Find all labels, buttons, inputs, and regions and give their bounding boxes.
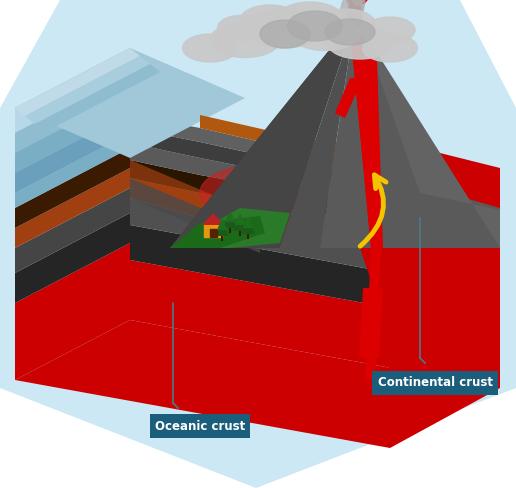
Ellipse shape	[200, 165, 310, 221]
Polygon shape	[25, 56, 150, 124]
Polygon shape	[335, 78, 363, 118]
Polygon shape	[35, 64, 160, 132]
Polygon shape	[15, 48, 140, 116]
Ellipse shape	[325, 19, 375, 45]
Polygon shape	[217, 218, 227, 230]
Ellipse shape	[363, 34, 417, 62]
Ellipse shape	[341, 0, 363, 25]
Polygon shape	[130, 225, 500, 328]
Polygon shape	[130, 160, 500, 248]
Bar	[210, 229, 217, 237]
Polygon shape	[353, 58, 383, 248]
Polygon shape	[15, 148, 130, 228]
Polygon shape	[15, 213, 130, 303]
Ellipse shape	[347, 0, 365, 18]
Ellipse shape	[287, 11, 343, 41]
Ellipse shape	[328, 27, 393, 59]
Polygon shape	[130, 143, 500, 230]
Polygon shape	[170, 18, 355, 248]
Text: Oceanic crust: Oceanic crust	[155, 420, 245, 432]
Polygon shape	[243, 216, 253, 228]
Polygon shape	[225, 210, 235, 222]
Ellipse shape	[290, 16, 360, 50]
Polygon shape	[320, 18, 500, 248]
Polygon shape	[130, 128, 500, 213]
Polygon shape	[365, 248, 381, 380]
Polygon shape	[349, 18, 381, 248]
Ellipse shape	[183, 34, 237, 62]
Bar	[204, 224, 222, 237]
Polygon shape	[200, 115, 500, 183]
Polygon shape	[360, 148, 500, 388]
Polygon shape	[280, 18, 355, 248]
Polygon shape	[359, 288, 383, 358]
Polygon shape	[170, 208, 290, 248]
Polygon shape	[15, 320, 500, 448]
Polygon shape	[130, 178, 500, 268]
Ellipse shape	[346, 0, 368, 5]
Polygon shape	[233, 217, 247, 231]
Polygon shape	[130, 115, 500, 198]
Ellipse shape	[248, 8, 322, 48]
Ellipse shape	[315, 9, 375, 37]
Ellipse shape	[350, 0, 365, 5]
Polygon shape	[15, 73, 130, 153]
Polygon shape	[241, 220, 255, 234]
Polygon shape	[223, 214, 237, 228]
Polygon shape	[347, 0, 363, 18]
Ellipse shape	[365, 17, 415, 43]
Ellipse shape	[217, 177, 287, 215]
Polygon shape	[15, 93, 130, 173]
Polygon shape	[15, 48, 130, 208]
Polygon shape	[15, 48, 245, 158]
Ellipse shape	[260, 20, 310, 48]
Polygon shape	[15, 188, 130, 273]
Polygon shape	[15, 133, 130, 208]
Polygon shape	[15, 168, 130, 248]
Polygon shape	[170, 18, 355, 248]
Polygon shape	[15, 48, 130, 133]
Ellipse shape	[278, 2, 343, 34]
Polygon shape	[215, 222, 229, 236]
Polygon shape	[355, 18, 500, 248]
Polygon shape	[202, 213, 224, 225]
Polygon shape	[15, 113, 130, 193]
Ellipse shape	[210, 22, 280, 58]
Polygon shape	[170, 216, 265, 248]
Polygon shape	[235, 213, 245, 225]
Ellipse shape	[240, 5, 300, 35]
Ellipse shape	[218, 16, 263, 41]
Polygon shape	[15, 243, 130, 380]
Polygon shape	[130, 260, 500, 388]
Polygon shape	[130, 198, 500, 293]
Text: Continental crust: Continental crust	[378, 377, 492, 389]
Polygon shape	[130, 178, 260, 253]
Polygon shape	[130, 160, 260, 233]
